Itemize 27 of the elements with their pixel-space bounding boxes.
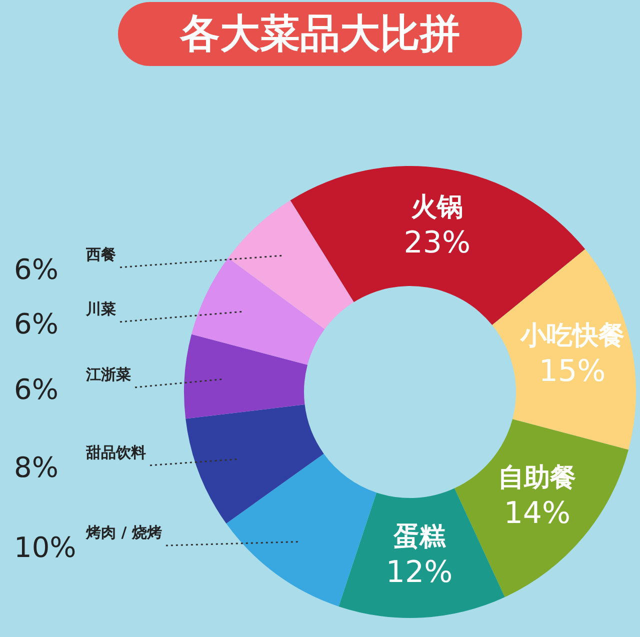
data-label: 23% xyxy=(404,225,470,260)
data-label: 10% xyxy=(14,531,76,564)
donut-slice xyxy=(454,419,628,598)
donut-slice xyxy=(338,488,505,618)
slice-label: 甜品饮料 xyxy=(85,443,146,462)
slice-label: 火锅 xyxy=(411,192,464,222)
chart-title: 各大菜品大比拼 xyxy=(179,10,460,57)
data-label: 12% xyxy=(386,554,453,590)
data-label: 15% xyxy=(538,354,606,390)
data-label: 6% xyxy=(14,308,58,341)
slice-label: 江浙菜 xyxy=(85,365,131,384)
slice-label: 自助餐 xyxy=(498,462,576,493)
data-label: 8% xyxy=(14,451,58,484)
donut-slice xyxy=(186,404,324,524)
donut-slice xyxy=(226,454,377,606)
slice-label: 西餐 xyxy=(85,245,116,264)
data-label: 6% xyxy=(14,373,58,406)
slice-label: 蛋糕 xyxy=(392,522,446,552)
slice-label: 小吃快餐 xyxy=(519,321,624,352)
donut-slice xyxy=(492,249,636,450)
slice-label: 川菜 xyxy=(85,300,116,318)
slice-label: 烤肉 / 烧烤 xyxy=(85,524,162,542)
data-label: 14% xyxy=(504,496,571,531)
data-label: 6% xyxy=(14,253,58,286)
donut-slice xyxy=(184,334,308,419)
donut-slice xyxy=(228,200,354,330)
donut-slice xyxy=(192,258,325,365)
